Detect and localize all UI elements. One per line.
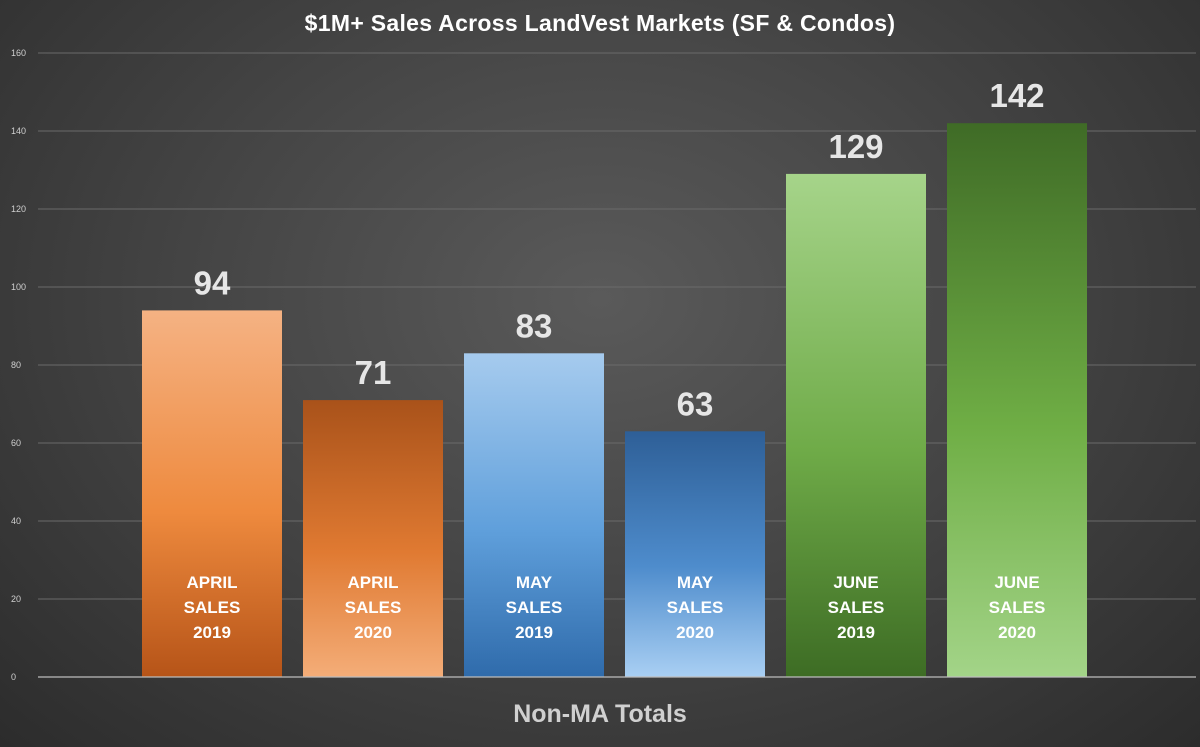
bar [142, 310, 282, 677]
category-label: APRIL [348, 573, 399, 592]
y-tick-label: 160 [11, 48, 26, 58]
y-axis-ticks: 0 20 40 60 80 100 120 140 160 [11, 48, 26, 682]
bars [142, 123, 1087, 677]
y-tick-label: 40 [11, 516, 21, 526]
x-axis-title: Non-MA Totals [513, 700, 687, 728]
data-label: 142 [989, 77, 1044, 114]
category-label: 2019 [515, 623, 553, 642]
category-label: SALES [667, 598, 724, 617]
category-label: SALES [989, 598, 1046, 617]
category-label: SALES [184, 598, 241, 617]
bar [464, 353, 604, 677]
category-label: JUNE [833, 573, 878, 592]
category-label: MAY [516, 573, 553, 592]
y-tick-label: 100 [11, 282, 26, 292]
data-label: 83 [516, 307, 553, 344]
category-label: SALES [506, 598, 563, 617]
y-tick-label: 20 [11, 594, 21, 604]
y-tick-label: 60 [11, 438, 21, 448]
category-label: 2019 [193, 623, 231, 642]
y-tick-label: 120 [11, 204, 26, 214]
category-label: 2020 [998, 623, 1036, 642]
category-label: 2020 [354, 623, 392, 642]
category-label: SALES [345, 598, 402, 617]
category-label: MAY [677, 573, 714, 592]
category-label: JUNE [994, 573, 1039, 592]
data-labels: 94 APRIL SALES 2019 71 APRIL SALES 2020 83 MAY SAL… [184, 77, 1046, 642]
category-label: APRIL [187, 573, 238, 592]
chart-title: $1M+ Sales Across LandVest Markets (SF &… [304, 10, 896, 36]
bar [303, 400, 443, 677]
category-label: 2019 [837, 623, 875, 642]
y-tick-label: 80 [11, 360, 21, 370]
data-label: 94 [194, 264, 231, 301]
category-label: SALES [828, 598, 885, 617]
category-label: 2020 [676, 623, 714, 642]
bar [625, 431, 765, 677]
data-label: 129 [828, 128, 883, 165]
data-label: 71 [355, 354, 392, 391]
bar [947, 123, 1087, 677]
data-label: 63 [677, 385, 714, 422]
y-tick-label: 140 [11, 126, 26, 136]
bar [786, 173, 926, 677]
y-tick-label: 0 [11, 672, 16, 682]
